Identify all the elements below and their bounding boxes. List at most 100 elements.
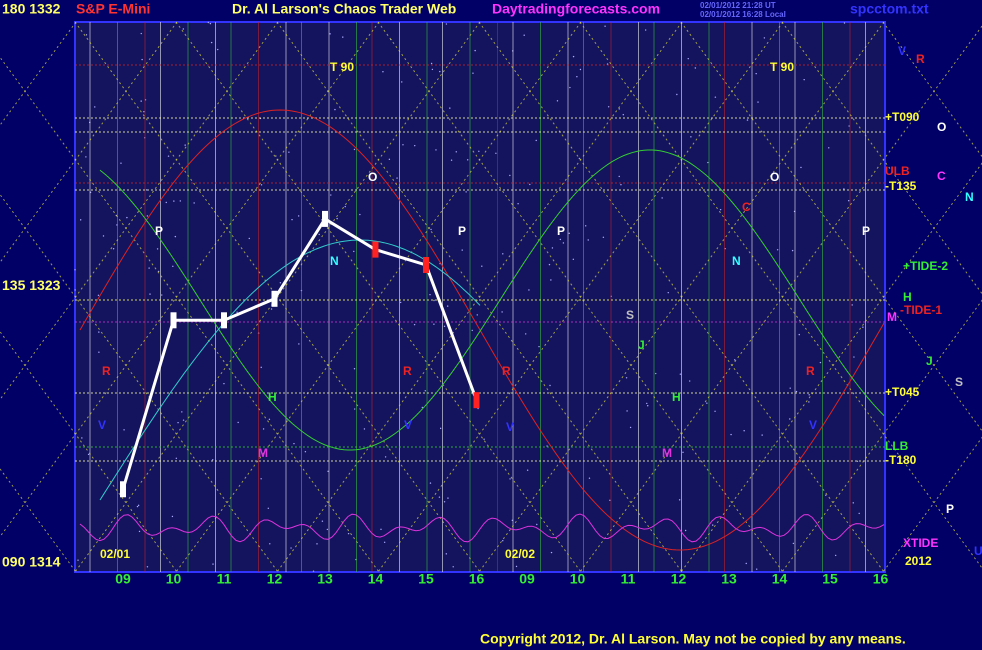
price-bar xyxy=(473,392,480,409)
price-bar xyxy=(120,481,126,498)
star-dot xyxy=(609,499,611,501)
star-dot xyxy=(449,107,451,109)
cyan-cycle xyxy=(99,239,481,501)
star-dot xyxy=(347,532,350,535)
star-dot xyxy=(556,100,559,102)
annotation: T 90 xyxy=(770,60,794,74)
star-dot xyxy=(550,279,552,281)
annotation: R xyxy=(916,52,925,66)
star-dot xyxy=(146,566,149,568)
star-dot xyxy=(606,63,609,65)
star-dot xyxy=(304,450,307,453)
star-dot xyxy=(848,125,850,127)
star-dot xyxy=(312,570,315,572)
star-dot xyxy=(181,411,183,413)
star-dot xyxy=(414,144,416,147)
star-dot xyxy=(546,445,548,447)
y-tick-label: 180 1332 xyxy=(2,1,61,17)
star-dot xyxy=(678,499,681,501)
annotation: T 90 xyxy=(330,60,354,74)
annotation: O xyxy=(937,120,946,134)
x-tick-label: 12 xyxy=(267,571,283,587)
star-dot xyxy=(719,208,722,211)
star-dot xyxy=(161,294,163,296)
star-dot xyxy=(690,136,692,138)
green-cycle xyxy=(99,149,885,451)
star-dot xyxy=(293,442,295,445)
annotation: R xyxy=(102,364,111,378)
star-dot xyxy=(79,219,82,221)
star-dot xyxy=(268,418,271,421)
star-dot xyxy=(743,430,745,432)
x-tick-label: 11 xyxy=(621,571,636,587)
star-dot xyxy=(568,232,570,235)
annotation: V xyxy=(809,418,817,432)
annotation: N xyxy=(330,254,339,268)
star-dot xyxy=(477,407,479,410)
star-dot xyxy=(223,382,225,385)
star-dot xyxy=(174,235,177,238)
star-dot xyxy=(210,41,213,44)
star-dot xyxy=(435,149,437,151)
annotation: S xyxy=(626,308,634,322)
star-dot xyxy=(260,184,263,186)
star-dot xyxy=(267,507,270,509)
annotation: V xyxy=(404,418,412,432)
star-dot xyxy=(562,242,565,244)
star-dot xyxy=(112,248,115,250)
star-dot xyxy=(602,236,605,238)
annotation: P xyxy=(862,224,870,238)
diagonal-line xyxy=(579,25,982,573)
x-tick-label: 13 xyxy=(317,571,333,587)
star-dot xyxy=(184,144,186,146)
annotation: C xyxy=(742,200,751,214)
x-tick-label: 14 xyxy=(368,571,384,587)
star-dot xyxy=(687,57,689,60)
star-dot xyxy=(851,304,853,306)
annotation: XTIDE xyxy=(903,536,938,550)
star-dot xyxy=(478,150,480,152)
star-dot xyxy=(439,70,441,73)
site: Daytradingforecasts.com xyxy=(492,1,660,17)
star-dot xyxy=(138,530,141,533)
price-bar xyxy=(170,312,177,329)
star-dot xyxy=(141,58,143,61)
star-dot xyxy=(734,359,736,361)
star-dot xyxy=(279,282,282,284)
price-line xyxy=(121,216,478,490)
star-dot xyxy=(604,25,606,27)
star-dot xyxy=(852,502,854,504)
star-dot xyxy=(290,547,292,549)
annotation: H xyxy=(268,390,277,404)
star-dot xyxy=(74,289,76,291)
star-dot xyxy=(763,37,766,39)
star-dot xyxy=(755,72,757,75)
star-dot xyxy=(618,108,620,110)
star-dot xyxy=(148,267,150,269)
star-dot xyxy=(143,111,145,113)
star-dot xyxy=(102,235,105,237)
star-dot xyxy=(270,308,273,310)
star-dot xyxy=(145,189,148,191)
star-dot xyxy=(551,247,554,249)
annotation: R xyxy=(806,364,815,378)
star-dot xyxy=(431,68,434,71)
star-dot xyxy=(291,218,293,221)
x-tick-label: 14 xyxy=(772,571,788,587)
star-dot xyxy=(798,333,800,336)
star-dot xyxy=(149,293,151,295)
star-dot xyxy=(318,233,320,236)
star-dot xyxy=(225,188,227,190)
star-dot xyxy=(85,34,88,36)
star-dot xyxy=(353,368,356,370)
annotation: +T090 xyxy=(885,110,920,124)
star-dot xyxy=(126,216,128,219)
file-name: spcctom.txt xyxy=(850,1,929,17)
annotation: -T135 xyxy=(885,179,917,193)
star-dot xyxy=(682,451,684,454)
star-dot xyxy=(481,265,483,267)
x-tick-label: 09 xyxy=(519,571,535,587)
star-dot xyxy=(123,429,125,431)
star-dot xyxy=(825,494,827,496)
x-tick-label: 11 xyxy=(217,571,232,587)
